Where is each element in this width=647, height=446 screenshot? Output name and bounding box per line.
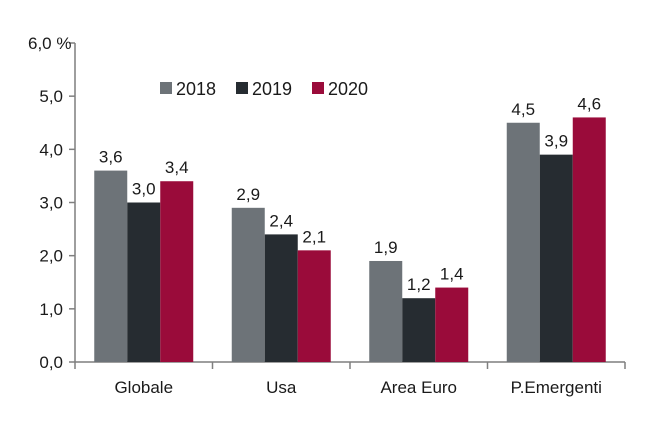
data-label: 3,6	[99, 148, 123, 167]
legend-label: 2018	[176, 79, 216, 99]
data-label: 4,6	[577, 94, 601, 113]
legend-swatch	[236, 82, 248, 94]
data-labels: 3,6 3,0 3,4 2,9 2,4 2,1 1,9 1,2 1,4 4,5 3,9 4,6	[99, 94, 601, 294]
legend-swatch	[312, 82, 324, 94]
legend: 2018 2019 2020	[160, 79, 368, 99]
bar-2019	[127, 202, 161, 362]
bar-2020	[297, 250, 331, 362]
bar-2018	[231, 207, 265, 362]
x-axis: Globale Usa Area Euro P.Emergenti	[74, 361, 626, 397]
data-label: 2,9	[236, 185, 260, 204]
data-label: 2,1	[302, 227, 326, 246]
x-category-label: P.Emergenti	[511, 378, 602, 397]
legend-swatch	[160, 82, 172, 94]
y-tick-label: 2,0	[39, 247, 63, 266]
bar-2020	[572, 117, 606, 362]
y-tick-label: 6,0 %	[28, 34, 71, 53]
bars	[94, 117, 606, 362]
y-axis: 0,0 1,0 2,0 3,0 4,0 5,0 6,0 %	[28, 34, 76, 372]
data-label: 1,9	[374, 238, 398, 257]
data-label: 3,9	[544, 132, 568, 151]
bar-2020	[160, 181, 194, 362]
data-label: 3,0	[132, 180, 156, 199]
legend-label: 2020	[328, 79, 368, 99]
bar-2018	[369, 260, 403, 362]
bar-2020	[435, 287, 469, 362]
bar-2018	[94, 170, 128, 362]
bar-2018	[506, 122, 540, 362]
bar-2019	[402, 298, 436, 362]
y-tick-label: 3,0	[39, 194, 63, 213]
y-tick-label: 0,0	[39, 353, 63, 372]
x-category-label: Area Euro	[380, 378, 457, 397]
data-label: 4,5	[511, 100, 535, 119]
y-tick-label: 4,0	[39, 140, 63, 159]
y-tick-label: 5,0	[39, 87, 63, 106]
data-label: 1,4	[440, 265, 464, 284]
data-label: 3,4	[165, 158, 189, 177]
data-label: 2,4	[269, 211, 293, 230]
x-category-label: Globale	[114, 378, 173, 397]
bar-2019	[539, 154, 573, 362]
y-tick-label: 1,0	[39, 300, 63, 319]
data-label: 1,2	[407, 275, 431, 294]
legend-label: 2019	[252, 79, 292, 99]
bar-2019	[264, 234, 298, 362]
x-category-label: Usa	[266, 378, 297, 397]
